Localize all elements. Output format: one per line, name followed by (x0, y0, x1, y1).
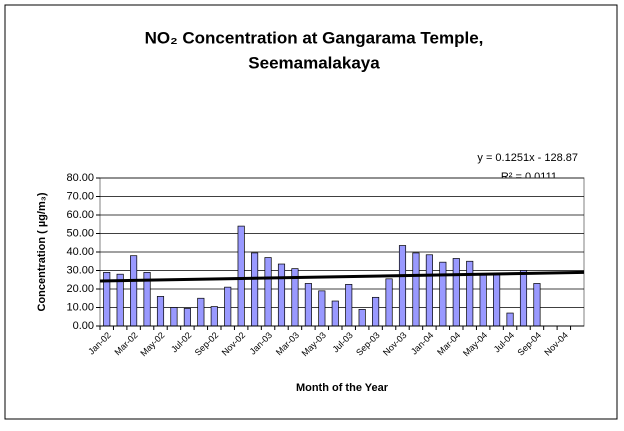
bar (385, 278, 393, 327)
bar (304, 283, 312, 327)
bar (358, 309, 366, 327)
bar (318, 290, 326, 327)
bar (452, 258, 460, 327)
bar (237, 225, 245, 327)
bar (425, 254, 433, 327)
bar (466, 260, 474, 327)
chart-title: Seemamalakaya (248, 53, 380, 72)
y-tick-label: 30.00 (66, 264, 94, 276)
chart-title: NO₂ Concentration at Gangarama Temple, (145, 28, 484, 47)
bar (398, 245, 407, 327)
bar (519, 270, 528, 327)
bar (197, 297, 205, 327)
bar (506, 312, 514, 327)
bar (533, 283, 541, 327)
bar (224, 286, 232, 327)
y-tick-label: 80.00 (66, 172, 94, 184)
bar (493, 273, 501, 327)
bar (264, 257, 272, 327)
bar (412, 252, 420, 327)
bar (251, 252, 259, 327)
y-tick-label: 70.00 (66, 190, 94, 202)
y-tick-label: 40.00 (66, 246, 94, 258)
y-tick-label: 10.00 (66, 301, 94, 313)
trend-line (99, 270, 585, 283)
bar (170, 307, 178, 327)
y-axis-label: Concentration ( µg/m₃) (36, 192, 48, 311)
y-tick-label: 20.00 (66, 283, 94, 295)
y-tick-label: 50.00 (66, 227, 94, 239)
bar (331, 300, 339, 327)
trend-equation: y = 0.1251x - 128.87 (477, 152, 578, 164)
bar (156, 296, 165, 327)
bar (183, 308, 191, 327)
y-tick-label: 0.00 (73, 320, 94, 332)
bar (372, 296, 380, 327)
bar (439, 261, 447, 327)
y-tick-label: 60.00 (66, 209, 94, 221)
bar (130, 255, 138, 327)
bar (210, 306, 218, 327)
x-axis-label: Month of the Year (296, 382, 389, 394)
bar (345, 284, 353, 327)
bar (277, 263, 286, 327)
bar (479, 273, 487, 327)
